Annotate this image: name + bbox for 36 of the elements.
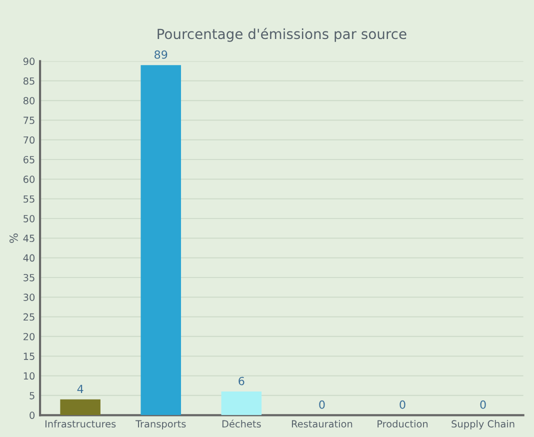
y-tick-label: 45 xyxy=(23,234,34,242)
y-tick-label: 85 xyxy=(23,77,34,85)
data-label: 6 xyxy=(238,376,244,386)
x-tick-label: Supply Chain xyxy=(452,420,514,430)
y-tick-label: 80 xyxy=(23,96,35,104)
y-tick-label: 90 xyxy=(23,58,35,66)
x-tick-label: Infrastructures xyxy=(45,420,116,428)
x-tick-label: Déchets xyxy=(222,420,261,428)
bar xyxy=(221,392,262,416)
data-label: 0 xyxy=(480,400,486,409)
y-tick-label: 0 xyxy=(30,412,35,419)
y-tick-label: 40 xyxy=(23,254,35,262)
x-tick-label: Transports xyxy=(136,420,186,430)
y-tick-label: 70 xyxy=(24,136,35,144)
data-label: 4 xyxy=(77,384,84,393)
y-tick-label: 65 xyxy=(23,156,34,164)
y-tick-label: 35 xyxy=(24,274,34,282)
data-label: 0 xyxy=(319,400,325,409)
bar xyxy=(60,399,100,416)
chart-title: Pourcentage d'émissions par source xyxy=(158,28,406,42)
y-tick-label: 50 xyxy=(24,214,35,222)
y-tick-label: 15 xyxy=(24,352,34,360)
y-tick-label: 20 xyxy=(24,332,35,340)
y-tick-label: 60 xyxy=(23,176,35,183)
y-tick-label: 30 xyxy=(24,294,35,301)
y-axis-title: % xyxy=(9,234,18,243)
y-tick-label: 25 xyxy=(24,313,34,321)
y-tick-label: 55 xyxy=(24,195,34,203)
data-label: 89 xyxy=(154,50,168,59)
x-tick-label: Production xyxy=(378,420,428,428)
data-label: 0 xyxy=(400,400,406,409)
y-tick-label: 75 xyxy=(24,116,34,124)
y-tick-label: 10 xyxy=(24,372,35,380)
bar xyxy=(140,65,182,416)
y-tick-label: 5 xyxy=(30,392,34,400)
x-tick-label: Restauration xyxy=(292,420,352,428)
